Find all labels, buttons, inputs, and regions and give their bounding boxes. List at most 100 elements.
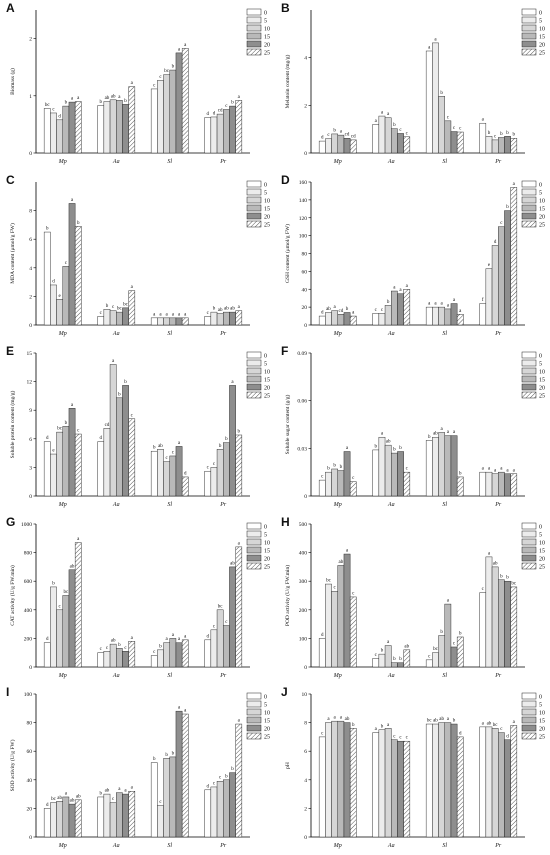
bar	[372, 124, 380, 154]
significance-letter: b	[381, 649, 384, 654]
bar	[175, 446, 183, 497]
legend-swatch	[246, 716, 262, 724]
significance-letter: a	[77, 537, 80, 542]
bar	[485, 471, 493, 497]
bar	[498, 226, 505, 326]
significance-letter: b	[118, 392, 121, 397]
y-tick-label: 300	[299, 579, 308, 585]
bar	[62, 426, 70, 497]
bar	[343, 137, 351, 154]
bar	[128, 641, 136, 668]
legend-label: 0	[264, 183, 267, 189]
bar	[74, 101, 82, 154]
bar	[68, 203, 76, 326]
bar	[349, 315, 357, 326]
legend-swatch	[246, 8, 262, 16]
significance-letter: ab	[105, 789, 110, 794]
bar	[384, 117, 392, 154]
bar	[74, 799, 82, 838]
bar	[74, 433, 82, 497]
significance-letter: a	[387, 723, 390, 728]
legend-swatch	[521, 48, 537, 56]
significance-letter: b	[459, 631, 462, 636]
significance-letter: d	[207, 634, 210, 639]
bar	[397, 740, 404, 838]
panel-label: D	[281, 173, 290, 187]
bar	[491, 566, 499, 668]
significance-letter: b	[440, 91, 443, 96]
significance-letter: bc	[218, 604, 224, 609]
significance-letter: e	[59, 294, 62, 299]
bar	[391, 128, 398, 154]
y-tick-label: 20	[302, 305, 308, 311]
bar	[229, 311, 236, 326]
bar	[491, 728, 499, 838]
significance-letter: bc	[63, 590, 69, 595]
significance-letter: b	[124, 99, 127, 104]
bar	[109, 643, 117, 668]
significance-letter: ab	[111, 94, 116, 99]
category-label: Aa	[112, 673, 120, 679]
bar	[337, 314, 345, 326]
significance-letter: a	[428, 45, 431, 50]
significance-letter: c	[124, 646, 127, 651]
y-tick-label: 3	[29, 465, 32, 471]
significance-letter: b	[172, 65, 175, 70]
legend-swatch	[246, 48, 262, 56]
bar	[331, 310, 338, 326]
bar	[510, 586, 518, 668]
legend-label: 25	[264, 223, 270, 229]
y-tick-label: 0	[29, 323, 32, 329]
chart-panel-a: A 0 1 2 Biomass (g) bc c d b a a Mp b ab ab a b a Aa c c bc b a…	[0, 0, 275, 171]
bar	[204, 316, 212, 326]
category-label: Mp	[333, 843, 342, 849]
legend-swatch	[246, 391, 262, 399]
significance-letter: b	[165, 753, 168, 758]
significance-letter: b	[46, 227, 49, 232]
y-tick-label: 800	[24, 551, 33, 557]
bar	[432, 723, 439, 838]
legend-swatch	[521, 708, 537, 716]
bar	[216, 609, 224, 668]
significance-letter: a	[71, 403, 74, 408]
y-axis-label: pH	[285, 762, 291, 769]
bar	[337, 470, 345, 497]
significance-letter: b	[65, 421, 68, 426]
bar	[498, 579, 505, 668]
significance-letter: a	[334, 305, 337, 310]
y-axis-label: Soluble sugar content (g/g)	[284, 394, 291, 454]
significance-letter: b	[159, 644, 162, 649]
significance-letter: bc	[51, 797, 57, 802]
significance-letter: a	[441, 427, 444, 432]
bar	[456, 131, 464, 154]
bar	[109, 99, 117, 154]
legend-swatch	[521, 204, 537, 212]
category-label: Sl	[167, 159, 172, 165]
y-tick-label: 0	[304, 665, 307, 671]
significance-letter: c	[447, 115, 450, 120]
legend-label: 0	[264, 695, 267, 701]
legend-label: 10	[264, 199, 270, 205]
legend-label: 10	[539, 541, 545, 547]
bar	[456, 636, 464, 668]
significance-letter: f	[482, 298, 484, 303]
legend-swatch	[521, 554, 537, 562]
category-label: Mp	[333, 331, 342, 337]
bar	[479, 471, 487, 497]
legend-label: 10	[264, 541, 270, 547]
significance-letter: c	[381, 308, 384, 313]
legend-swatch	[246, 546, 262, 554]
y-tick-label: 0	[29, 494, 32, 500]
bar	[504, 739, 511, 838]
bar	[491, 473, 499, 497]
significance-letter: d	[52, 279, 55, 284]
category-label: Sl	[167, 502, 172, 508]
bar	[109, 802, 117, 838]
significance-letter: e	[52, 449, 55, 454]
legend-label: 0	[539, 11, 542, 17]
bar	[485, 726, 493, 838]
bar	[331, 720, 338, 838]
significance-letter: d	[506, 734, 509, 739]
y-axis-label: POD activity (U/g FW.min)	[284, 565, 291, 626]
significance-letter: a	[482, 118, 485, 123]
